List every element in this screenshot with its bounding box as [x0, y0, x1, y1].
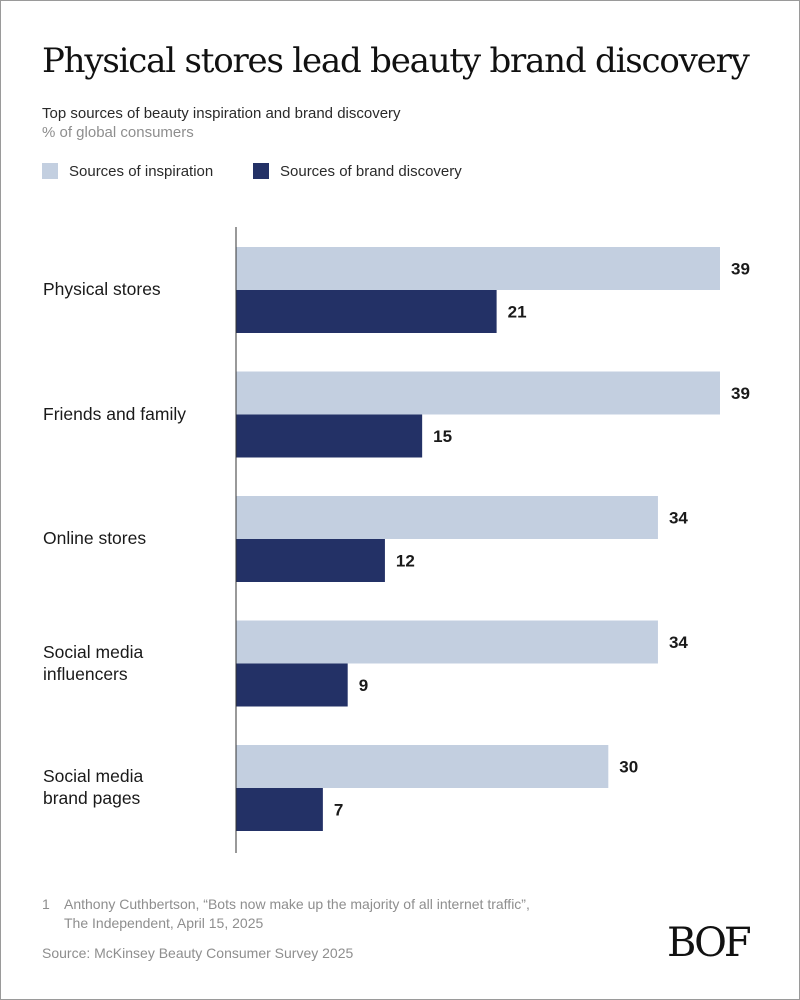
legend-swatch-discovery — [253, 163, 269, 179]
legend-inspiration: Sources of inspiration — [42, 161, 213, 181]
bar-discovery — [236, 788, 323, 831]
source-note: Source: McKinsey Beauty Consumer Survey … — [42, 945, 354, 961]
legend-swatch-inspiration — [42, 163, 58, 179]
data-label: 7 — [334, 801, 343, 820]
data-label: 39 — [731, 260, 750, 279]
category-label-line: Online stores — [43, 528, 147, 548]
bar-inspiration — [236, 620, 658, 664]
bar-inspiration — [236, 745, 609, 788]
category-label-line: influencers — [43, 663, 128, 684]
data-label: 34 — [669, 633, 688, 652]
footnote: 1 Anthony Cuthbertson, “Bots now make up … — [42, 895, 530, 933]
bar-discovery — [236, 663, 348, 707]
legend-discovery: Sources of brand discovery — [253, 161, 462, 181]
category-label-line: Social media — [43, 766, 144, 786]
unit-label: % of global consumers — [42, 124, 194, 141]
category-label: Social media influencers — [43, 641, 228, 685]
footnote-line-1: Anthony Cuthbertson, “Bots now make up t… — [64, 896, 530, 912]
bof-logo: BOF — [667, 920, 752, 966]
category-label: Friends and family — [43, 403, 228, 425]
legend-label-inspiration: Sources of inspiration — [69, 162, 214, 180]
footnote-number: 1 — [42, 896, 50, 912]
category-label: Online stores — [43, 527, 228, 549]
chart-subtitle: Top sources of beauty inspiration and br… — [42, 105, 401, 122]
chart-title: Physical stores lead beauty brand discov… — [42, 41, 750, 81]
bar-discovery — [236, 539, 385, 582]
data-label: 30 — [619, 758, 638, 777]
category-label-line: Social media — [43, 641, 144, 662]
data-label: 12 — [396, 552, 415, 571]
bar-inspiration — [236, 247, 720, 290]
category-label-line: Physical stores — [43, 279, 161, 299]
bar-inspiration — [236, 496, 658, 539]
category-label-line: Friends and family — [43, 403, 186, 424]
bar-discovery — [236, 290, 497, 333]
bar-discovery — [236, 414, 423, 458]
data-label: 21 — [508, 303, 527, 322]
data-label: 39 — [731, 384, 750, 403]
category-label: Social media brand pages — [43, 765, 228, 809]
legend-label-discovery: Sources of brand discovery — [280, 162, 462, 180]
data-label: 15 — [433, 427, 452, 446]
data-label: 9 — [359, 676, 368, 695]
data-label: 34 — [669, 509, 688, 528]
footnote-line-2: The Independent, April 15, 2025 — [64, 915, 264, 931]
category-label: Physical stores — [43, 278, 228, 300]
category-label-line: brand pages — [43, 788, 141, 808]
bar-inspiration — [236, 371, 720, 415]
